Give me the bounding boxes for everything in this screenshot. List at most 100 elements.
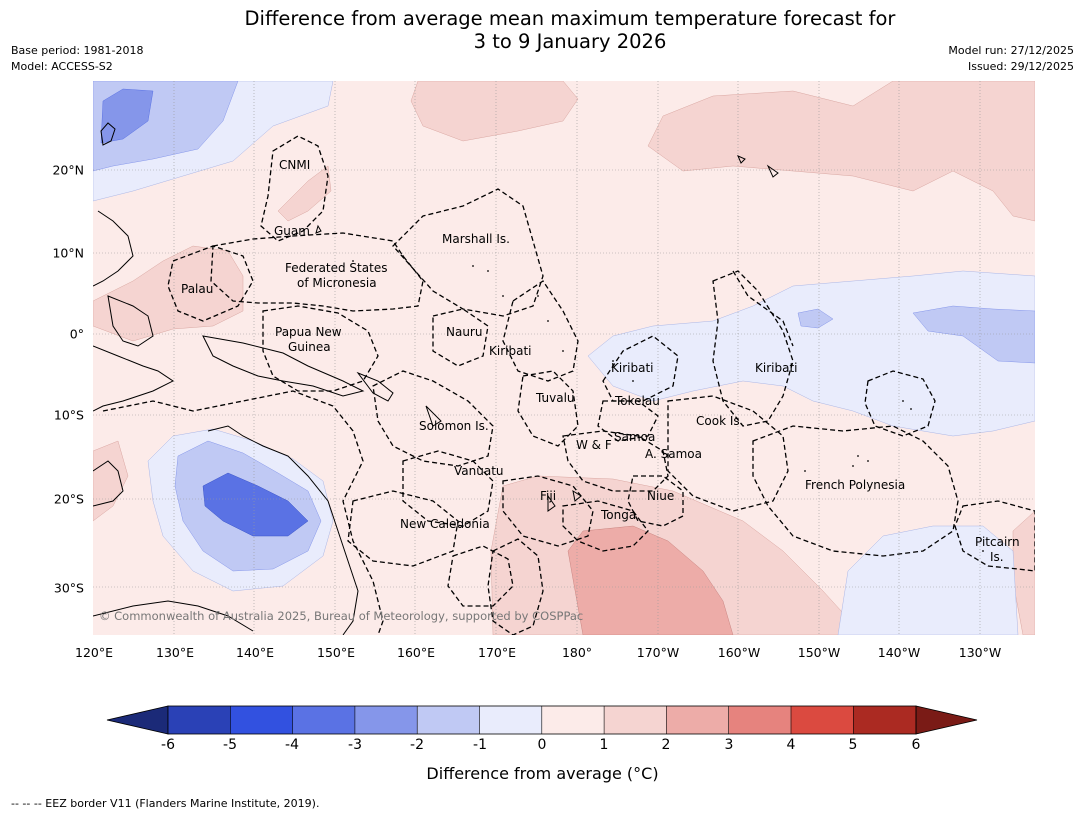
label-tonga: Tonga [601,508,637,522]
colorbar-tick-neg3: -3 [348,737,362,753]
lon-tick-160w: 160°W [717,645,761,660]
colorbar-bin-3 [292,706,355,734]
warm-anomaly-southeast-edge [1012,510,1035,635]
colorbar-tick-3: 3 [724,737,734,753]
colorbar-bin-8 [604,706,667,734]
lon-tick-130e: 130°E [155,645,195,660]
label-guam: Guam [274,224,310,238]
coastlines [93,122,779,635]
label-kiribati-central: Kiribati [611,361,654,375]
eez-kiribati-east-upper [732,270,794,347]
eez-palau [167,245,254,322]
lon-tick-180: 180° [561,645,593,660]
colorbar-tick-1: 1 [599,737,609,753]
eez-vanuatu [402,450,494,527]
label-fsm-1: Federated States [285,261,388,275]
colorbar-tick-5: 5 [848,737,858,753]
map-labels: CNMI Guam Marshall Is. Federated States … [93,81,1035,635]
colorbar-bin-11 [791,706,854,734]
colorbar-bin-7 [541,706,605,734]
colorbar [106,705,978,735]
eez-kiribati-gilbert [502,280,579,382]
lat-tick-0: 0° [69,326,84,342]
label-pitcairn-2: Is. [990,550,1004,564]
warm-anomaly-palau [93,245,244,342]
eez-fsm [210,232,424,312]
lon-tick-120e: 120°E [74,645,114,660]
eez-nauru [432,308,489,367]
cool-anomaly-central-east-2 [912,305,1035,364]
map-svg [93,81,1035,635]
colorbar-bin-1 [168,706,231,734]
colorbar-bin-9 [666,706,729,734]
label-png-2: Guinea [288,340,331,354]
eez-norfolk [447,545,514,607]
colorbar-tick-neg5: -5 [223,737,237,753]
footer-note: -- -- -- EEZ border V11 (Flanders Marine… [11,797,320,810]
label-vanuatu: Vanuatu [454,464,504,478]
label-palau: Palau [181,282,214,296]
label-newcal: New Caledonia [400,517,490,531]
lon-tick-150e: 150°E [316,645,356,660]
eez-fiji [502,475,594,547]
eez-french-polynesia [752,425,959,557]
islands [352,255,984,552]
label-french-polynesia: French Polynesia [805,478,906,492]
eez-cnmi-guam [260,135,329,242]
cool-anomaly-fields [93,81,1035,635]
lon-tick-150w: 150°W [797,645,841,660]
lon-tick-140w: 140°W [877,645,921,660]
label-solomon: Solomon Is. [419,419,489,433]
colorbar-bin-10 [728,706,791,734]
label-nauru: Nauru [446,325,483,339]
warm-anomaly-north-central [410,81,579,142]
label-tuvalu: Tuvalu [536,391,575,405]
colorbar-label: Difference from average (°C) [426,764,659,783]
lon-tick-170w: 170°W [636,645,680,660]
colorbar-tick-neg4: -4 [285,737,299,753]
label-fiji: Fiji [540,489,557,503]
eez-kiribati-line [712,270,794,427]
colorbar-above-max [915,705,978,735]
lon-tick-140e: 140°E [235,645,275,660]
label-pitcairn-1: Pitcairn [975,535,1020,549]
colorbar-tick-neg1: -1 [473,737,487,753]
map-panel: CNMI Guam Marshall Is. Federated States … [93,81,1035,635]
colorbar-dividers [230,706,854,734]
lon-tick-160e: 160°E [396,645,436,660]
colorbar-tick-2: 2 [661,737,671,753]
colorbar-frame [167,705,917,735]
eez-marquesas [864,370,936,437]
warm-anomaly-marianas [277,165,332,222]
colorbar-below-min [106,705,169,735]
lon-tick-130w: 130°W [958,645,1002,660]
label-asamoa: A. Samoa [645,447,702,461]
cool-anomaly-small-patch [797,308,834,329]
eez-borders [102,135,1035,635]
eez-samoa-wf [562,430,669,492]
cool-anomaly-coral-sea-3 [202,472,309,537]
colorbar-tick-6: 6 [911,737,921,753]
label-tokelau: Tokelau [615,394,660,408]
label-niue: Niue [647,489,675,503]
lat-tick-30s: 30°S [53,580,84,596]
colorbar-tick-4: 4 [786,737,796,753]
label-marshall: Marshall Is. [442,232,510,246]
label-kiribati-west: Kiribati [489,344,532,358]
eez-kermadec [487,538,544,635]
base-period: Base period: 1981-2018 [11,44,144,57]
model-run: Model run: 27/12/2025 [948,44,1074,57]
issued-date: Issued: 29/12/2025 [967,60,1074,73]
eez-cook [667,395,789,512]
eez-pitcairn [954,500,1035,572]
eez-marshall [392,188,544,317]
label-cook: Cook Is. [696,414,744,428]
anomaly-fields [93,81,1035,635]
title-line-1: Difference from average mean maximum tem… [244,7,896,30]
colorbar-tick-neg2: -2 [410,737,424,753]
lat-tick-20s: 20°S [53,491,84,507]
eez-solomon [372,370,494,467]
label-samoa: Samoa [614,430,656,444]
colorbar-tick-0: 0 [537,737,547,753]
eez-kiribati-phoenix [602,335,679,402]
